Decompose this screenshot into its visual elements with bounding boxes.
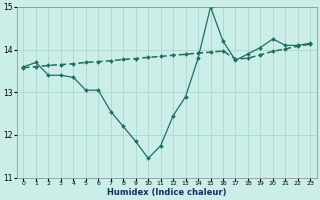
X-axis label: Humidex (Indice chaleur): Humidex (Indice chaleur): [107, 188, 227, 197]
